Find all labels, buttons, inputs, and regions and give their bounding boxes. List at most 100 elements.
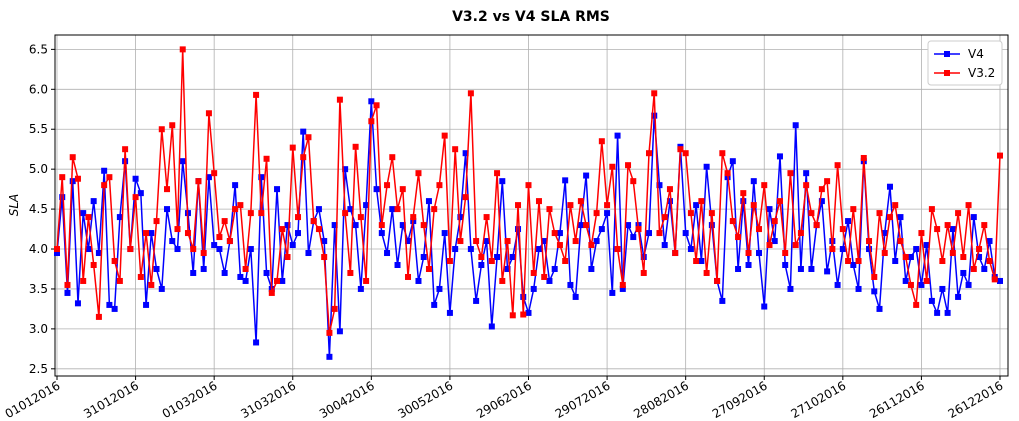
point xyxy=(221,269,228,276)
point xyxy=(205,174,212,181)
point xyxy=(609,163,616,170)
point xyxy=(776,153,783,160)
point xyxy=(577,198,584,205)
point xyxy=(74,175,81,182)
point xyxy=(441,132,448,139)
point xyxy=(473,297,480,304)
point xyxy=(672,250,679,257)
point xyxy=(321,238,328,245)
point xyxy=(860,154,867,161)
point xyxy=(368,98,375,105)
point xyxy=(436,182,443,189)
point xyxy=(467,90,474,97)
point xyxy=(661,214,668,221)
point xyxy=(347,206,354,213)
point xyxy=(714,277,721,284)
point xyxy=(237,202,244,209)
point xyxy=(179,46,186,53)
point xyxy=(541,238,548,245)
point xyxy=(866,246,873,253)
point xyxy=(756,226,763,233)
point xyxy=(54,246,60,253)
point xyxy=(101,182,108,189)
point xyxy=(205,110,212,117)
point xyxy=(258,174,265,181)
point xyxy=(876,210,883,217)
point xyxy=(666,186,673,193)
point xyxy=(232,182,239,189)
point xyxy=(80,277,87,284)
point xyxy=(294,214,301,221)
point xyxy=(504,238,511,245)
point xyxy=(467,246,474,253)
point xyxy=(195,178,202,185)
point xyxy=(425,198,432,205)
point xyxy=(478,261,485,268)
point xyxy=(494,170,501,177)
point xyxy=(441,230,448,237)
point xyxy=(190,269,197,276)
point xyxy=(373,186,380,193)
point xyxy=(750,178,757,185)
x-tick-label: 26122016 xyxy=(946,378,1006,421)
point xyxy=(944,222,951,229)
y-tick-label: 6.5 xyxy=(29,42,48,56)
point xyxy=(216,234,223,241)
point xyxy=(756,250,763,257)
point xyxy=(101,167,108,174)
y-tick-label: 3.5 xyxy=(29,282,48,296)
point xyxy=(237,273,244,280)
point xyxy=(74,300,81,307)
point xyxy=(892,258,899,265)
point xyxy=(415,170,422,177)
point xyxy=(750,202,757,209)
point xyxy=(535,198,542,205)
point xyxy=(399,186,406,193)
point xyxy=(284,222,291,229)
point xyxy=(997,277,1003,284)
point xyxy=(494,254,501,261)
point xyxy=(986,238,993,245)
point xyxy=(169,122,176,129)
point xyxy=(923,277,930,284)
point xyxy=(357,285,364,292)
point xyxy=(986,258,993,265)
point xyxy=(174,226,181,233)
point xyxy=(897,214,904,221)
point xyxy=(834,281,841,288)
point xyxy=(69,154,76,161)
legend-marker xyxy=(944,70,950,76)
x-tick-label: 01032016 xyxy=(160,378,220,421)
point xyxy=(625,222,632,229)
point xyxy=(488,258,495,265)
point xyxy=(876,305,883,312)
point xyxy=(499,178,506,185)
point xyxy=(305,250,312,257)
point xyxy=(928,206,935,213)
point xyxy=(164,186,171,193)
point xyxy=(719,150,726,157)
point xyxy=(907,281,914,288)
point xyxy=(122,146,129,153)
point xyxy=(294,230,301,237)
point xyxy=(363,202,370,209)
x-tick-label: 31012016 xyxy=(81,378,141,421)
point xyxy=(216,246,223,253)
point xyxy=(609,289,616,296)
point xyxy=(630,234,637,241)
point xyxy=(425,265,432,272)
point xyxy=(436,285,443,292)
point xyxy=(886,183,893,190)
point xyxy=(970,214,977,221)
point xyxy=(478,254,485,261)
point xyxy=(766,242,773,249)
point xyxy=(567,202,574,209)
point xyxy=(389,154,396,161)
point xyxy=(551,265,558,272)
point xyxy=(132,175,139,182)
point xyxy=(745,250,752,257)
point xyxy=(357,214,364,221)
point xyxy=(703,163,710,170)
point xyxy=(530,285,537,292)
point xyxy=(792,122,799,129)
